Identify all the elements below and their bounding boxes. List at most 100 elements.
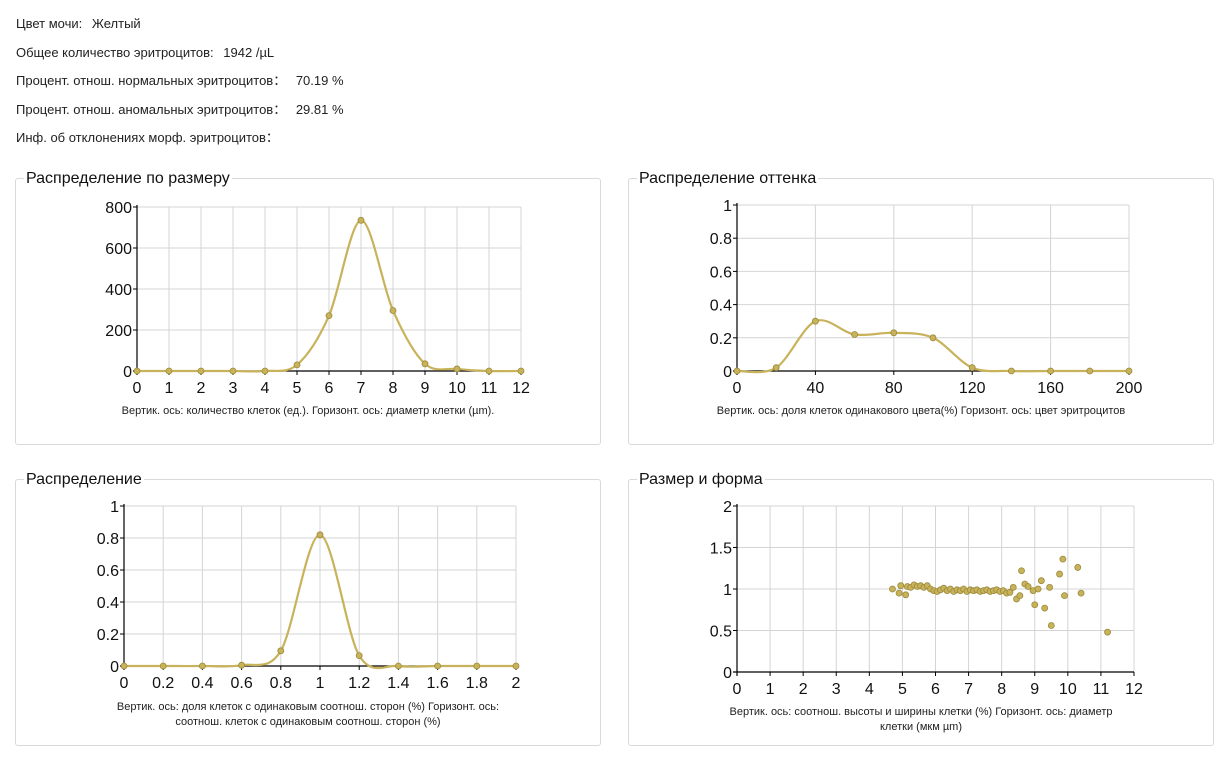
x-tick-label: 11 <box>481 380 498 397</box>
scatter-point <box>889 585 896 593</box>
x-tick-label: 1 <box>316 675 325 692</box>
data-point <box>394 662 402 670</box>
scatter-point <box>897 582 905 590</box>
info-value: Желтый <box>91 16 141 31</box>
info-row-normal-rbc: Процент. отнош. нормальных эритроцитов： … <box>16 67 344 96</box>
y-tick-label: 2 <box>723 499 732 516</box>
scatter-point <box>1037 577 1045 585</box>
y-tick-label: 0 <box>723 364 732 381</box>
data-point <box>355 652 363 660</box>
series-line <box>736 319 1129 374</box>
ratio-distribution-chart: 0 0.2 0.4 0.6 0.8 1 1.2 1.4 1.6 1.8 2 0 0.2 0.4 0.6 0.8… <box>97 499 521 692</box>
chart-caption-wrap: Вертик. ось: количество клеток (ед.). Го… <box>16 404 600 419</box>
x-tick-label: 5 <box>898 681 907 698</box>
x-tick-label: 7 <box>357 380 366 397</box>
y-tick-label: 1.5 <box>710 541 732 558</box>
chart-caption-wrap: Вертик. ось: соотнош. высоты и ширины кл… <box>629 705 1213 735</box>
x-tick-label: 4 <box>865 681 874 698</box>
data-point <box>968 364 976 372</box>
scatter-point <box>1061 592 1068 600</box>
x-tick-label: 4 <box>261 380 270 397</box>
scatter-point <box>1009 583 1017 591</box>
info-value: 29.81 % <box>295 101 344 117</box>
x-tick-label: 3 <box>229 380 238 397</box>
x-tick-label: 120 <box>959 380 986 397</box>
info-row-urine-color: Цвет мочи: Желтый <box>16 10 344 39</box>
x-tick-label: 2 <box>799 681 808 698</box>
data-point <box>159 662 167 670</box>
data-point <box>473 662 481 670</box>
data-point <box>389 307 397 314</box>
y-tick-label: 0.4 <box>710 298 732 315</box>
chart-caption: Вертик. ось: количество клеток (ед.). Го… <box>121 405 495 417</box>
x-tick-label: 0 <box>120 675 129 692</box>
x-tick-label: 7 <box>964 681 973 698</box>
data-point <box>325 312 333 320</box>
y-tick-label: 1 <box>110 499 119 516</box>
data-point <box>772 364 780 372</box>
y-tick-label: 0.6 <box>710 264 732 281</box>
y-tick-label: 600 <box>105 241 132 258</box>
scatter-point <box>1018 567 1025 575</box>
scatter-point <box>1047 622 1055 629</box>
info-label: Процент. отнош. аномальных эритроцитов： <box>16 101 287 117</box>
scatter-point <box>1016 592 1024 600</box>
scatter-point <box>1006 588 1014 596</box>
size-distribution-panel: Распределение по размеру 0 1 2 3 4 5 6 7 8 9 10 11 1… <box>15 168 601 445</box>
x-tick-label: 1 <box>766 681 775 698</box>
x-tick-label: 8 <box>997 681 1006 698</box>
data-point <box>316 531 324 539</box>
scatter-point <box>1059 555 1067 563</box>
y-tick-label: 0.5 <box>710 624 732 641</box>
info-row-abnormal-rbc: Процент. отнош. аномальных эритроцитов： … <box>16 96 344 125</box>
scatter-point <box>1077 589 1085 597</box>
data-point <box>733 367 741 375</box>
size-shape-panel: Размер и форма 0 1 2 3 4 5 6 7 8 9 10 11 12 0 0.5 1 1.5 2… <box>628 469 1214 746</box>
y-tick-label: 0.8 <box>97 531 119 548</box>
panel-title: Распределение по размеру <box>24 168 232 190</box>
scatter-point <box>902 591 910 599</box>
chart-caption-wrap: Вертик. ось: доля клеток одинакового цве… <box>629 404 1213 419</box>
data-point <box>357 216 365 224</box>
data-point <box>890 329 898 337</box>
data-point <box>434 662 442 670</box>
x-tick-label: 1.6 <box>426 675 448 692</box>
chart-caption: Вертик. ось: соотнош. высоты и ширины кл… <box>729 706 1113 733</box>
data-point <box>485 367 493 375</box>
data-point <box>238 661 246 669</box>
scatter-point <box>1056 570 1063 578</box>
x-tick-label: 3 <box>832 681 841 698</box>
y-tick-label: 1 <box>723 198 732 215</box>
x-tick-label: 2 <box>512 675 521 692</box>
x-tick-label: 0.4 <box>191 675 213 692</box>
info-row-morph-deviation: Инф. об отклонениях морф. эритроцитов： <box>16 124 344 153</box>
x-tick-label: 9 <box>1030 681 1039 698</box>
x-tick-label: 40 <box>807 380 825 397</box>
info-label: Общее количество эритроцитов: <box>16 44 214 60</box>
data-point <box>197 367 205 375</box>
summary-info: Цвет мочи: Желтый Общее количество эритр… <box>16 10 344 153</box>
data-point <box>512 662 520 670</box>
data-point <box>229 367 237 375</box>
data-point <box>1047 367 1055 375</box>
x-tick-label: 1.8 <box>466 675 488 692</box>
y-tick-label: 1 <box>723 582 732 599</box>
hue-distribution-chart: 0 40 80 120 160 200 0 0.2 0.4 0.6 0.8 1 <box>710 198 1143 397</box>
chart-caption-wrap: Вертик. ось: доля клеток с одинаковым со… <box>16 700 600 730</box>
x-tick-label: 9 <box>421 380 430 397</box>
x-tick-label: 6 <box>325 380 334 397</box>
data-point <box>517 367 525 375</box>
panel-title: Размер и форма <box>637 469 765 491</box>
ratio-distribution-panel: Распределение 0 0.2 0.4 0.6 0.8 1 1.2 1.4 1.6 1.8… <box>15 469 601 746</box>
x-tick-label: 2 <box>197 380 206 397</box>
x-tick-label: 0.2 <box>152 675 174 692</box>
x-tick-label: 8 <box>389 380 398 397</box>
y-tick-label: 0.2 <box>710 331 732 348</box>
x-tick-label: 12 <box>1125 681 1143 698</box>
scatter-point <box>1031 601 1039 609</box>
y-tick-label: 0.2 <box>97 627 119 644</box>
info-value: 1942 /µL <box>223 44 275 60</box>
data-point <box>1007 367 1015 375</box>
y-tick-label: 800 <box>105 200 132 217</box>
